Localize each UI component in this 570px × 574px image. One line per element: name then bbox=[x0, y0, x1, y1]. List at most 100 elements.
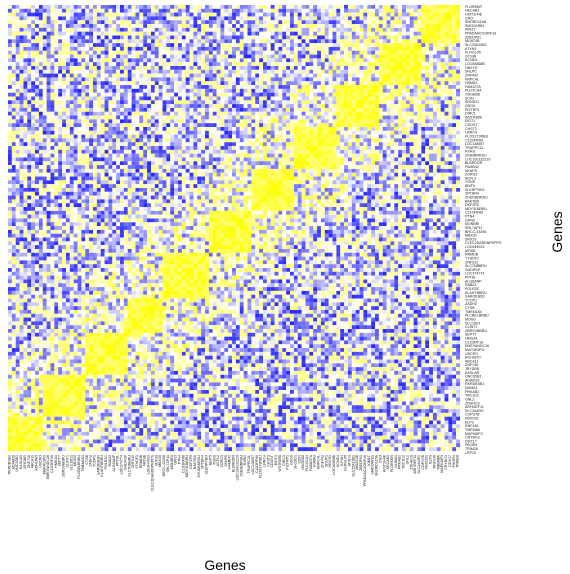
heatmap-cell bbox=[224, 96, 229, 101]
heatmap-cell bbox=[193, 58, 198, 63]
heatmap-cell bbox=[301, 161, 306, 166]
heatmap-cell bbox=[150, 24, 155, 28]
heatmap-cell bbox=[170, 8, 175, 13]
heatmap-cell bbox=[27, 62, 32, 67]
heatmap-cell bbox=[247, 39, 252, 44]
heatmap-cell bbox=[58, 165, 63, 169]
heatmap-cell bbox=[96, 92, 101, 97]
heatmap-cell bbox=[347, 73, 352, 78]
heatmap-cell bbox=[185, 153, 190, 158]
heatmap-cell bbox=[347, 54, 352, 59]
heatmap-cell bbox=[293, 43, 298, 47]
heatmap-cell bbox=[189, 130, 194, 135]
heatmap-cell bbox=[135, 8, 140, 13]
heatmap-cell bbox=[189, 88, 194, 93]
heatmap-cell bbox=[317, 39, 321, 44]
heatmap-cell bbox=[359, 69, 364, 74]
heatmap-cell bbox=[239, 142, 244, 147]
heatmap-cell bbox=[65, 81, 70, 86]
heatmap-cell bbox=[127, 5, 132, 9]
heatmap-cell bbox=[232, 81, 236, 86]
heatmap-cell bbox=[54, 73, 59, 78]
heatmap-cell bbox=[23, 100, 28, 105]
heatmap-cell bbox=[413, 149, 418, 154]
heatmap-cell bbox=[31, 12, 36, 17]
heatmap-cell bbox=[69, 54, 74, 59]
heatmap-cell bbox=[355, 138, 360, 143]
heatmap-cell bbox=[127, 65, 132, 70]
heatmap-cell bbox=[270, 81, 275, 86]
heatmap-cell bbox=[235, 165, 240, 169]
heatmap-cell bbox=[65, 8, 70, 13]
heatmap-cell bbox=[92, 115, 97, 120]
heatmap-cell bbox=[150, 96, 155, 101]
heatmap-cell bbox=[432, 20, 437, 25]
heatmap-cell bbox=[413, 50, 418, 55]
heatmap-cell bbox=[19, 24, 24, 28]
heatmap-cell bbox=[166, 69, 171, 74]
heatmap-cell bbox=[394, 77, 399, 82]
heatmap-cell bbox=[193, 134, 198, 139]
heatmap-cell bbox=[332, 81, 337, 86]
heatmap-cell bbox=[11, 115, 16, 120]
heatmap-cell bbox=[297, 104, 302, 108]
heatmap-cell bbox=[301, 119, 306, 124]
heatmap-cell bbox=[432, 96, 437, 101]
heatmap-cell bbox=[278, 85, 283, 89]
heatmap-cell bbox=[259, 153, 264, 158]
heatmap-cell bbox=[170, 12, 175, 17]
heatmap-cell bbox=[108, 134, 113, 139]
heatmap-cell bbox=[309, 138, 314, 143]
heatmap-cell bbox=[436, 58, 441, 63]
heatmap-cell bbox=[147, 81, 151, 86]
heatmap-cell bbox=[81, 20, 86, 25]
heatmap-cell bbox=[232, 138, 236, 143]
heatmap-cell bbox=[402, 39, 406, 44]
heatmap-cell bbox=[309, 157, 314, 162]
heatmap-cell bbox=[19, 161, 24, 166]
heatmap-cell bbox=[11, 31, 16, 36]
heatmap-cell bbox=[54, 43, 59, 47]
heatmap-cell bbox=[35, 130, 39, 135]
heatmap-cell bbox=[112, 77, 117, 82]
heatmap-cell bbox=[305, 134, 310, 139]
heatmap-cell bbox=[177, 20, 182, 25]
heatmap-cell bbox=[382, 126, 387, 131]
heatmap-cell bbox=[313, 8, 318, 13]
heatmap-cell bbox=[62, 92, 66, 97]
heatmap-cell bbox=[286, 149, 291, 154]
heatmap-cell bbox=[247, 157, 252, 162]
heatmap-cell bbox=[456, 146, 461, 150]
heatmap-cell bbox=[239, 24, 244, 28]
heatmap-cell bbox=[127, 146, 132, 150]
heatmap-cell bbox=[456, 20, 461, 25]
heatmap-cell bbox=[251, 58, 256, 63]
heatmap-cell bbox=[35, 43, 39, 47]
heatmap-cell bbox=[305, 126, 310, 131]
heatmap-cell bbox=[286, 54, 291, 59]
heatmap-cell bbox=[251, 24, 256, 28]
heatmap-cell bbox=[19, 115, 24, 120]
heatmap-cell bbox=[216, 12, 221, 17]
heatmap-cell bbox=[405, 157, 410, 162]
heatmap-cell bbox=[452, 119, 457, 124]
heatmap-cell bbox=[336, 161, 341, 166]
heatmap-cell bbox=[290, 24, 294, 28]
heatmap-cell bbox=[309, 96, 314, 101]
heatmap-cell bbox=[278, 58, 283, 63]
heatmap-cell bbox=[278, 107, 283, 112]
heatmap-cell bbox=[201, 92, 206, 97]
heatmap-cell bbox=[382, 35, 387, 40]
heatmap-cell bbox=[185, 58, 190, 63]
heatmap-cell bbox=[85, 149, 90, 154]
heatmap-cell bbox=[147, 134, 151, 139]
heatmap-cell bbox=[19, 146, 24, 150]
heatmap-cell bbox=[116, 126, 121, 131]
heatmap-cell bbox=[421, 138, 426, 143]
heatmap-cell bbox=[286, 5, 291, 9]
heatmap-cell bbox=[301, 92, 306, 97]
heatmap-cell bbox=[135, 85, 140, 89]
heatmap-cell bbox=[11, 39, 16, 44]
heatmap-cell bbox=[320, 115, 325, 120]
heatmap-cell bbox=[440, 149, 445, 154]
